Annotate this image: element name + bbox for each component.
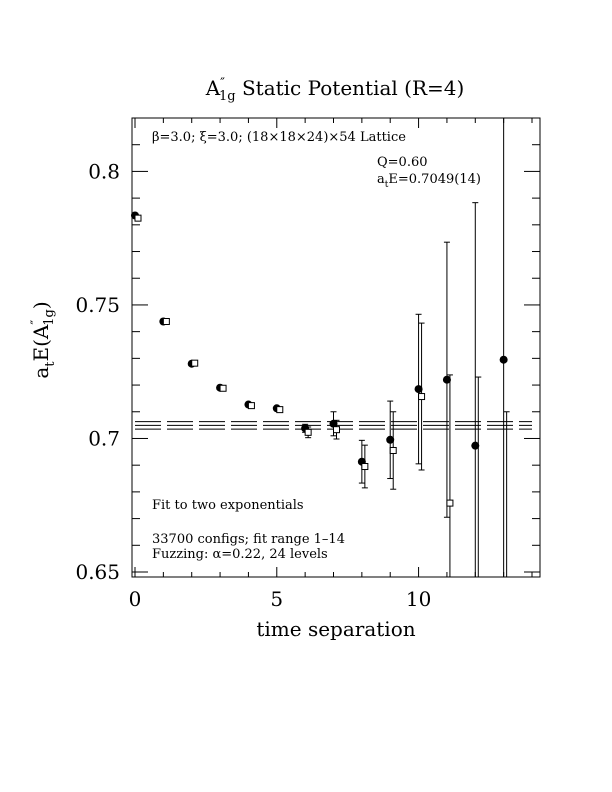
open-square-marker — [304, 428, 312, 436]
q-annotation: Q=0.60 — [377, 155, 428, 170]
axis-ticks — [132, 117, 540, 577]
tick-labels: 0 5 10 0.65 0.7 0.75 0.8 — [75, 159, 431, 611]
configs-annotation: 33700 configs; fit range 1–14 — [152, 532, 345, 547]
x-tick-label: 0 — [129, 587, 142, 611]
filled-circle-marker — [442, 375, 451, 384]
data-markers — [131, 211, 508, 507]
y-axis-label: atE(A″1g) — [29, 301, 58, 378]
open-square-marker — [276, 406, 284, 414]
y-tick-label: 0.7 — [88, 426, 120, 450]
open-square-marker — [361, 463, 369, 471]
open-square-marker — [162, 317, 170, 325]
y-tick-label: 0.75 — [75, 293, 120, 317]
open-square-marker — [219, 384, 227, 392]
open-square-marker — [333, 426, 340, 434]
y-tick-label: 0.8 — [88, 159, 120, 183]
x-tick-label: 10 — [406, 587, 431, 611]
filled-circle-marker — [499, 355, 508, 364]
open-square-marker — [134, 214, 142, 222]
open-square-marker — [418, 393, 426, 401]
open-square-marker — [389, 446, 397, 454]
filled-circle-marker — [471, 441, 480, 450]
open-square-marker — [247, 402, 255, 410]
open-square-marker — [446, 499, 454, 507]
filled-circle-marker — [386, 435, 395, 444]
y-tick-label: 0.65 — [75, 560, 120, 584]
open-square-marker — [191, 359, 199, 367]
plot-frame — [131, 117, 541, 578]
fit-type-annotation: Fit to two exponentials — [152, 498, 304, 513]
filled-circle-marker — [414, 385, 423, 394]
lattice-annotation: β=3.0; ξ=3.0; (18×18×24)×54 Lattice — [152, 130, 406, 145]
x-tick-label: 5 — [270, 587, 283, 611]
fuzzing-annotation: Fuzzing: α=0.22, 24 levels — [152, 547, 328, 562]
filled-circle-marker — [329, 419, 338, 428]
x-axis-label: time separation — [256, 617, 415, 641]
chart-title: A″ 1g Static Potential (R=4) — [205, 76, 465, 104]
fit-result-annotation: atE=0.7049(14) — [377, 172, 481, 190]
